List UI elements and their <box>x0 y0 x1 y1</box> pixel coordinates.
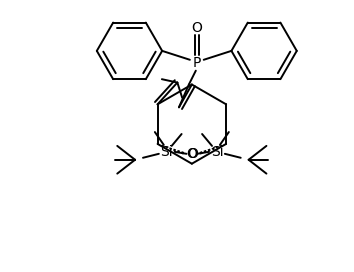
Text: O: O <box>186 147 197 161</box>
Text: O: O <box>187 147 198 161</box>
Text: O: O <box>192 21 202 35</box>
Text: Si: Si <box>160 145 173 159</box>
Text: P: P <box>193 56 201 70</box>
Text: Si: Si <box>211 145 223 159</box>
